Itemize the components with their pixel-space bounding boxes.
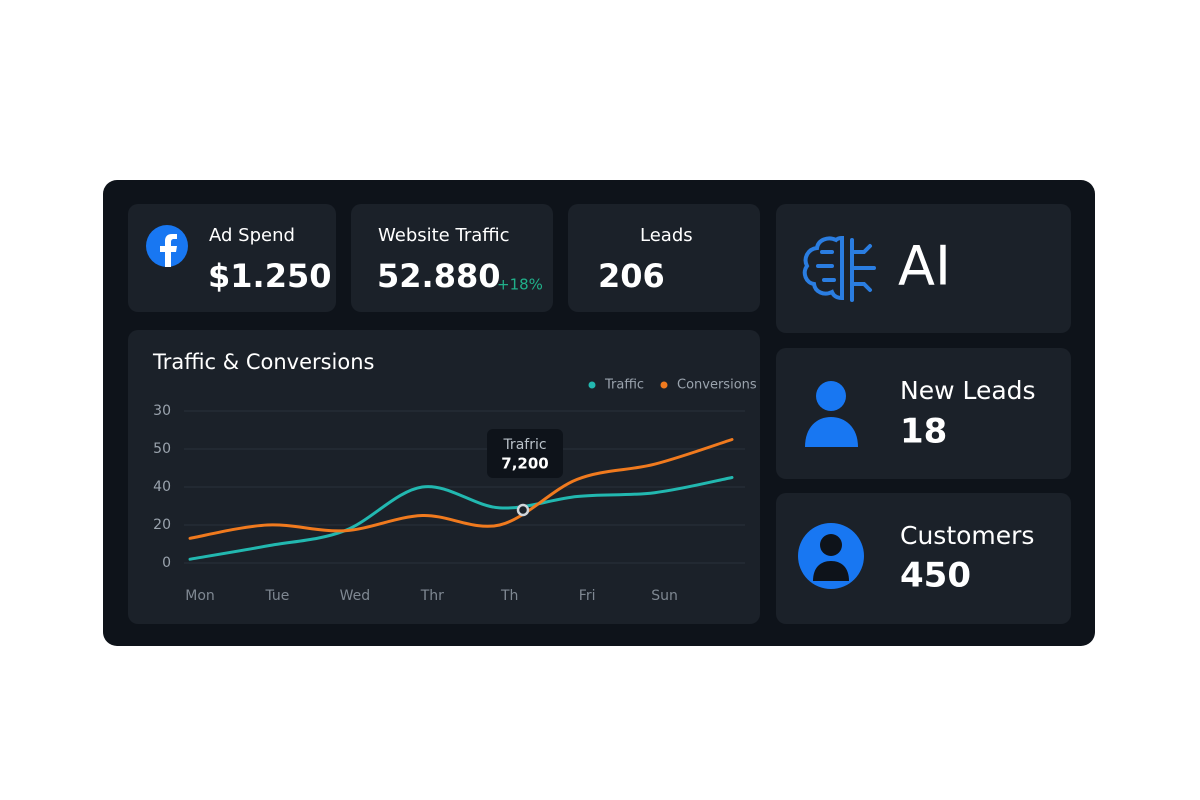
legend-label: Traffic — [604, 378, 644, 393]
card-label: Website Traffic — [378, 225, 510, 246]
customer-icon — [813, 561, 849, 581]
card-label: Leads — [640, 225, 693, 246]
x-tick-label: Sun — [651, 588, 678, 604]
y-tick-label: 20 — [153, 517, 171, 533]
tooltip-title: Trafric — [502, 437, 546, 453]
tooltip-value: 7,200 — [501, 455, 548, 473]
card — [776, 204, 1071, 333]
card-label: Ad Spend — [209, 225, 295, 246]
card-change: +18% — [497, 276, 543, 294]
y-tick-label: 30 — [153, 403, 171, 419]
x-tick-label: Mon — [185, 588, 215, 604]
y-tick-label: 40 — [153, 479, 171, 495]
person-icon — [816, 381, 846, 411]
chart-card — [128, 330, 760, 624]
legend-swatch — [660, 381, 668, 389]
chart: 30 50 40 20 0 Mon Tue Wed Thr Th Fri Sun Traffic Conv… — [153, 378, 757, 605]
customer-icon — [820, 534, 842, 556]
x-tick-label: Fri — [579, 588, 596, 604]
series-line — [188, 438, 734, 540]
tooltip-point — [516, 503, 530, 517]
chart-title: Traffic & Conversions — [152, 350, 375, 374]
series-line — [188, 476, 734, 561]
brain-icon — [802, 235, 876, 302]
x-tick-label: Th — [500, 588, 518, 604]
card-value: 206 — [598, 257, 665, 295]
x-tick-label: Wed — [340, 588, 371, 604]
facebook-glyph — [160, 234, 177, 267]
card-value: 52.880 — [377, 257, 500, 295]
card-value: $1.250 — [208, 257, 331, 295]
legend-swatch — [588, 381, 596, 389]
card — [568, 204, 760, 312]
legend-label: Conversions — [677, 378, 757, 393]
tooltip — [487, 429, 563, 478]
card-label: Customers — [900, 521, 1034, 550]
card — [776, 493, 1071, 624]
card-label: New Leads — [900, 376, 1036, 405]
x-tick-label: Thr — [420, 588, 444, 604]
y-tick-label: 50 — [153, 441, 171, 457]
card-value: 450 — [900, 556, 971, 596]
card — [351, 204, 553, 312]
person-icon — [805, 417, 858, 447]
x-tick-label: Tue — [264, 588, 289, 604]
card-value: 18 — [900, 412, 947, 452]
y-tick-label: 0 — [162, 555, 171, 571]
ai-label: AI — [898, 235, 951, 298]
